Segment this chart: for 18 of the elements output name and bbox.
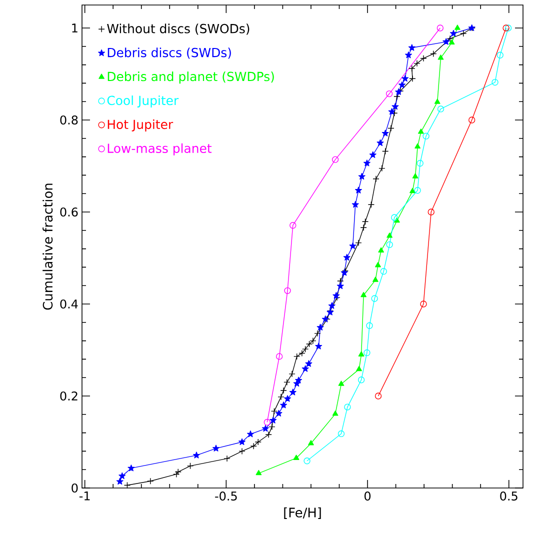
legend-label: Without discs (SWODs) (107, 24, 250, 35)
x-tick-label: 0.5 (500, 492, 518, 501)
legend-label: Debris and planet (SWDPs) (108, 72, 274, 84)
y-tick-label: 0.4 (60, 299, 78, 309)
legend-label: Low-mass planet (108, 143, 212, 156)
y-tick-label: 0.8 (60, 115, 78, 125)
legend-label: Hot Jupiter (108, 119, 174, 132)
x-tick-label: -1 (79, 492, 90, 500)
y-tick-label: 1 (72, 24, 78, 32)
legend-label: Cool Jupiter (107, 95, 179, 108)
x-tick-label: -0.5 (215, 492, 237, 501)
y-tick-label: 0.2 (60, 391, 78, 401)
x-tick-label: 0 (364, 492, 371, 501)
y-tick-label: 0.6 (60, 207, 78, 217)
x-axis-title: [Fe/H] (284, 507, 321, 519)
y-tick-label: 0 (72, 483, 78, 493)
y-axis-title: Cumulative fraction (42, 184, 53, 310)
legend-label: Debris discs (SWDs) (108, 48, 231, 59)
